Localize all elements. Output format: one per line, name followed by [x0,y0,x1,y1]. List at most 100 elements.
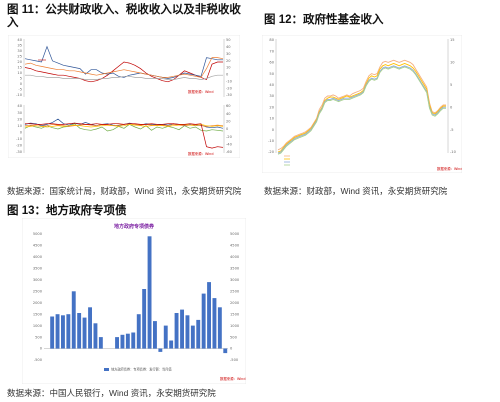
fig11-p1-right-tick-0: 50 [226,38,231,42]
fig13-bar-5 [71,291,76,349]
fig13-bar-30 [207,282,211,349]
fig13-bar-1 [50,316,55,349]
fig12-left-tick-8: 0 [272,128,275,132]
fig11-frame [8,35,240,158]
fig11-p2-series-4 [25,122,224,149]
fig13-bar-7 [82,317,87,349]
fig11-p1-series-3 [25,74,223,80]
fig12-left-tick-6: 20 [269,105,274,109]
fig12-left-tick-0: 80 [269,38,274,42]
fig13-left-tick-6: 2000 [33,301,43,305]
fig13-left-tick-10: 0 [40,347,43,351]
fig13-bar-24 [174,313,179,349]
fig11-p2-left-tick-1: 30 [17,111,22,115]
fig11-p1-left-tick-1: 35 [17,44,22,48]
fig11-p1-right-tick-6: -10 [226,79,233,83]
fig13-left-tick-11: -500 [34,358,43,362]
fig13-bar-25 [180,309,184,349]
fig12-left-tick-1: 70 [269,49,274,53]
fig13-right-tick-7: 1500 [230,312,240,316]
fig11-p1-left-tick-2: 30 [17,49,22,53]
fig11-p1-series-2 [24,57,224,78]
fig11-p2-right-tick-2: 20 [226,120,231,124]
fig13-bar-22 [163,325,168,349]
fig13-chart-title: 地方政府专项债券 [114,223,155,230]
fig12-series-3 [277,66,446,155]
fig12-series-2 [277,65,446,154]
fig11-p1-left-tick-8: 0 [20,82,23,86]
fig11-p2-left-tick-3: 10 [17,124,22,128]
fig12-right-tick-5: -10 [450,150,457,154]
fig13-bar-4 [66,314,71,349]
fig12-frame [262,35,462,173]
fig12-right-tick-1: 10 [450,61,455,65]
fig13-bar-15 [125,333,130,349]
fig13-chart: 地方政府专项债券50004500400035003000250020001500… [22,218,246,384]
fig13-bar-27 [190,325,195,349]
fig13-bar-28 [196,319,201,349]
fig13-legend-label: 地方政府债券：专项债券：发行额：当月值 [111,367,172,372]
fig13-right-tick-6: 2000 [230,301,240,305]
fig11-p1-watermark: 数据来源：Wind [188,89,213,94]
fig11-p1-left-tick-6: 10 [17,71,22,75]
fig11-p1-right-tick-8: -30 [226,93,233,97]
fig13-bar-2 [55,314,60,349]
fig13-bar-18 [142,289,147,349]
fig12-left-tick-5: 30 [269,94,274,98]
fig11-p2-right-tick-5: -40 [226,143,233,147]
fig13-right-tick-3: 3500 [230,267,240,271]
fig11-p2-right-tick-6: -60 [226,150,233,154]
fig11-p1-left-tick-7: 5 [20,77,22,81]
fig11-p1-right-tick-5: 0 [226,73,229,77]
fig13-bar-16 [131,332,136,349]
fig13-bar-29 [201,293,206,349]
fig13-bar-33 [223,348,228,354]
fig11-p2-right-tick-0: 60 [226,104,231,108]
fig12-title: 图 12：政府性基金收入 [264,14,384,26]
fig13-left-tick-5: 2500 [33,289,43,293]
fig13-source: 数据来源：中国人民银行，Wind 资讯，永安期货研究院 [7,388,216,398]
fig13-right-tick-9: 500 [230,335,238,339]
fig12-right-tick-4: -5 [450,128,454,132]
fig13-left-tick-4: 3000 [33,278,43,282]
fig12-source: 数据来源：财政部，Wind 资讯，永安期货研究院 [264,186,448,196]
fig11-p2-left-tick-5: -10 [16,137,23,141]
fig13-bar-10 [98,337,103,349]
fig13-frame [22,218,246,384]
fig11-p1-left-tick-5: 15 [17,66,22,70]
fig11-p2-left-tick-6: -20 [16,144,23,148]
fig11-p2-right-tick-3: 0 [226,127,229,131]
fig13-bar-13 [115,337,119,349]
fig11-p1-series-0 [24,61,223,83]
fig12-left-tick-2: 60 [269,61,274,65]
fig11-p2-left-tick-0: 40 [17,104,22,108]
fig11-p2-right-tick-4: -20 [226,135,233,139]
fig12-left-tick-3: 50 [269,72,274,76]
fig11-p2-left-tick-7: -30 [16,150,23,154]
fig13-right-tick-8: 1000 [230,324,240,328]
fig13-right-tick-5: 2500 [230,289,240,293]
fig11-chart: 4035302520151050-5-1050403020100-10-20-3… [8,35,240,158]
fig13-right-tick-11: -500 [230,358,239,362]
fig13-bar-8 [88,307,92,349]
fig13-bar-14 [120,334,125,349]
fig11-title-line1: 图 11：公共财政收入、税收收入以及非税收收 [7,4,241,16]
fig13-bar-32 [217,307,222,349]
fig12-left-tick-4: 40 [269,83,274,87]
fig11-p2-series-3 [24,124,224,128]
fig11-p2-watermark: 数据来源：Wind [188,151,213,156]
fig13-left-tick-8: 1000 [33,324,43,328]
fig12-left-tick-10: -20 [268,150,275,154]
fig13-bar-19 [147,236,152,349]
fig12-series-1 [277,63,446,153]
fig13-right-tick-4: 3000 [230,278,240,282]
fig13-bar-21 [158,348,163,352]
fig11-p2-left-tick-2: 20 [17,117,22,121]
fig13-legend-swatch [104,368,109,371]
fig12-chart: 80706050403020100-10-20151050-5-10数据来源：W… [262,35,462,173]
fig13-right-tick-10: 0 [230,347,233,351]
fig11-p1-series-1 [24,45,223,79]
fig12-right-tick-2: 5 [450,83,452,87]
fig13-left-tick-3: 3500 [33,267,43,271]
fig11-p2-series-1 [24,123,224,132]
